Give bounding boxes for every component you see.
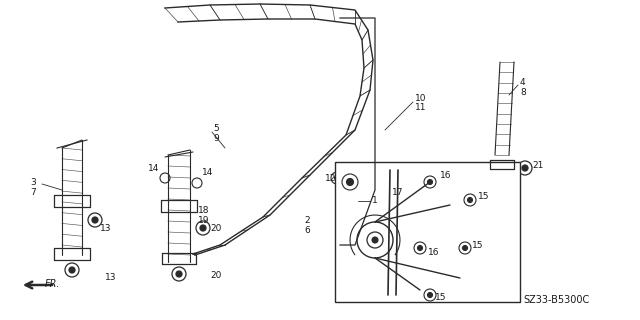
Circle shape (92, 217, 98, 223)
Text: 7: 7 (30, 188, 36, 196)
Bar (335, 162, 520, 302)
Text: 13: 13 (105, 274, 116, 283)
Text: 13: 13 (100, 223, 111, 233)
Circle shape (428, 180, 433, 185)
Text: 10: 10 (415, 93, 426, 102)
Circle shape (463, 245, 467, 251)
Text: 21: 21 (532, 161, 543, 170)
Circle shape (200, 225, 206, 231)
Text: 17: 17 (392, 188, 403, 196)
Text: 11: 11 (415, 102, 426, 111)
Text: FR.: FR. (45, 279, 61, 289)
Text: SZ33-B5300C: SZ33-B5300C (524, 295, 590, 305)
Text: 1: 1 (372, 196, 378, 204)
Circle shape (467, 197, 472, 203)
Text: 14: 14 (202, 167, 213, 177)
Circle shape (382, 185, 388, 191)
Text: 4: 4 (520, 77, 525, 86)
Circle shape (346, 179, 353, 186)
Text: 18: 18 (198, 205, 209, 214)
Circle shape (522, 165, 528, 171)
Circle shape (417, 245, 422, 251)
Text: 15: 15 (472, 241, 483, 250)
Text: 16: 16 (440, 171, 451, 180)
Text: 3: 3 (30, 178, 36, 187)
Circle shape (372, 237, 378, 243)
Circle shape (69, 267, 75, 273)
Text: 20: 20 (210, 223, 221, 233)
Text: 19: 19 (198, 215, 209, 225)
Text: 15: 15 (478, 191, 490, 201)
Circle shape (335, 175, 339, 180)
Text: 6: 6 (304, 226, 310, 235)
Bar (348, 195, 370, 207)
Text: 12: 12 (325, 173, 337, 182)
Text: 16: 16 (428, 247, 440, 257)
Circle shape (176, 271, 182, 277)
Text: 15: 15 (435, 292, 447, 301)
Circle shape (428, 292, 433, 298)
Text: 20: 20 (210, 270, 221, 279)
Text: 9: 9 (213, 133, 219, 142)
Text: 5: 5 (213, 124, 219, 132)
Text: 8: 8 (520, 87, 525, 97)
Text: 14: 14 (148, 164, 159, 172)
Text: 2: 2 (305, 215, 310, 225)
